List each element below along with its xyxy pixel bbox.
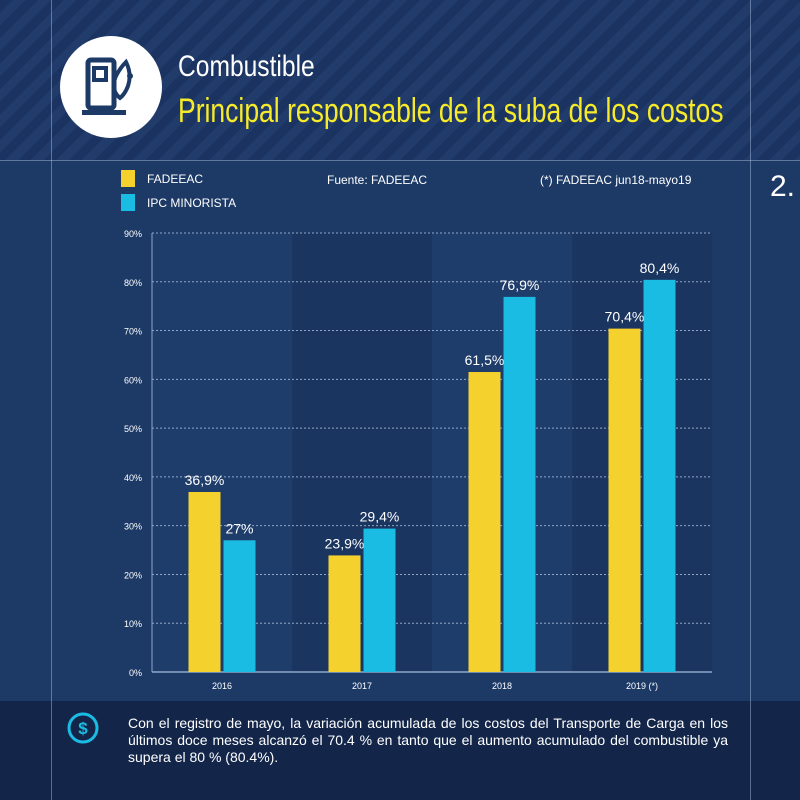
legend-label: IPC MINORISTA [147,195,237,210]
legend-swatch [121,194,135,211]
data-label: 61,5% [465,352,505,368]
y-tick-label: 50% [124,424,142,434]
legend-item-ipc: IPC MINORISTA [121,194,236,211]
data-label: 76,9% [500,277,540,293]
data-label: 70,4% [605,309,645,325]
data-label: 23,9% [325,535,365,551]
bar-fadeeac [608,328,641,672]
x-tick-label: 2018 [492,681,512,691]
y-tick-label: 70% [124,327,142,337]
source-note: Fuente: FADEEAC [327,173,428,187]
data-label: 29,4% [360,509,400,525]
data-label: 36,9% [185,472,225,488]
period-note: (*) FADEEAC jun18-mayo19 [540,173,692,187]
y-tick-label: 90% [124,229,142,239]
category-band [572,233,712,672]
divider-horizontal [0,160,800,161]
divider-right [750,0,751,800]
page-subtitle: Principal responsable de la suba de los … [178,92,724,130]
bar-ipc [363,528,396,672]
category-band [432,233,572,672]
y-tick-label: 30% [124,522,142,532]
y-tick-label: 40% [124,473,142,483]
svg-text:$: $ [78,719,88,738]
category-band [152,233,292,672]
data-label: 80,4% [640,260,680,276]
data-label: 27% [225,520,253,536]
y-tick-label: 80% [124,278,142,288]
x-tick-label: 2019 (*) [626,681,658,691]
x-tick-label: 2016 [212,681,232,691]
legend-item-fadeeac: FADEEAC [121,170,203,187]
bar-fadeeac [468,372,501,672]
page-title: Combustible [178,50,315,83]
bar-ipc [643,279,676,672]
legend-label: FADEEAC [147,171,204,186]
y-tick-label: 60% [124,375,142,385]
bar-ipc [223,540,256,672]
x-tick-label: 2017 [352,681,372,691]
page-number: 2. [770,170,796,203]
y-tick-label: 20% [124,570,142,580]
category-band [292,233,432,672]
bar-ipc [503,296,536,672]
footer-panel [0,701,800,800]
dollar-circle-icon: $ [67,712,99,744]
y-tick-label: 10% [124,619,142,629]
fuel-pump-icon [60,36,162,138]
divider-left [51,0,52,800]
y-tick-label: 0% [129,668,142,678]
footer-text: Con el registro de mayo, la variación ac… [128,715,728,765]
bar-fadeeac [328,555,361,672]
bar-fadeeac [188,492,221,672]
legend-swatch [121,170,135,187]
